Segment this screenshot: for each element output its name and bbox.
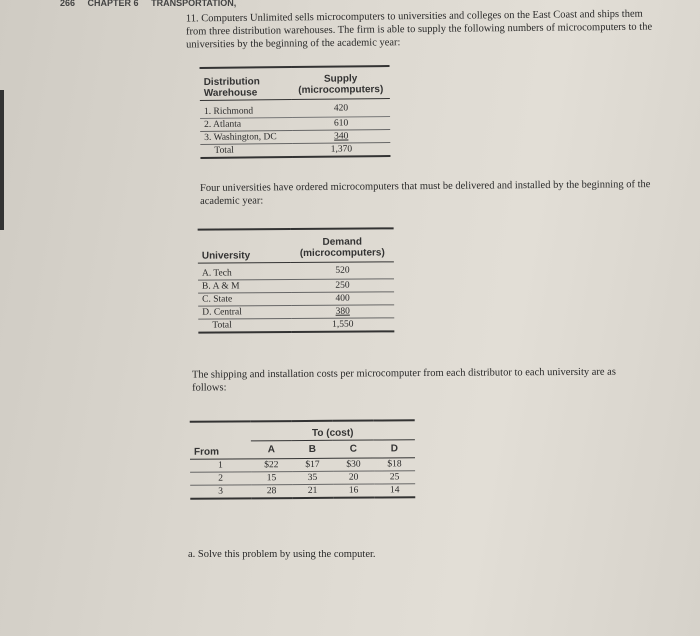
problem-intro: 11. Computers Unlimited sells microcompu…	[185, 8, 653, 51]
running-header: 266 CHAPTER 6 TRANSPORTATION,	[60, 0, 246, 8]
cost-intro: The shipping and installation costs per …	[191, 366, 616, 394]
demand-intro: Four universities have ordered microcomp…	[199, 179, 651, 207]
demand-table: University Demand (microcomputers) A. Tec…	[197, 227, 395, 333]
chapter-title: TRANSPORTATION,	[151, 0, 237, 8]
page-number: 266	[60, 0, 76, 8]
problem-number: 11.	[185, 13, 199, 25]
part-a: a. Solve this problem by using the compu…	[188, 549, 376, 560]
chapter-label: CHAPTER 6	[87, 0, 139, 8]
photo-edge	[0, 90, 4, 230]
supply-table: Distribution Warehouse Supply (microcompu…	[199, 65, 391, 159]
